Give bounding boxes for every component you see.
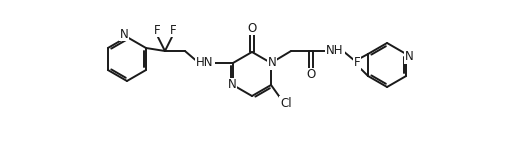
Text: O: O bbox=[248, 21, 257, 34]
Text: F: F bbox=[154, 24, 161, 36]
Text: N: N bbox=[268, 57, 277, 70]
Text: N: N bbox=[228, 79, 237, 91]
Text: N: N bbox=[405, 51, 413, 64]
Text: NH: NH bbox=[326, 45, 344, 58]
Text: F: F bbox=[169, 24, 176, 36]
Text: O: O bbox=[306, 69, 316, 82]
Text: N: N bbox=[119, 27, 128, 40]
Text: Cl: Cl bbox=[280, 97, 292, 109]
Text: HN: HN bbox=[196, 57, 214, 70]
Text: F: F bbox=[354, 57, 360, 70]
